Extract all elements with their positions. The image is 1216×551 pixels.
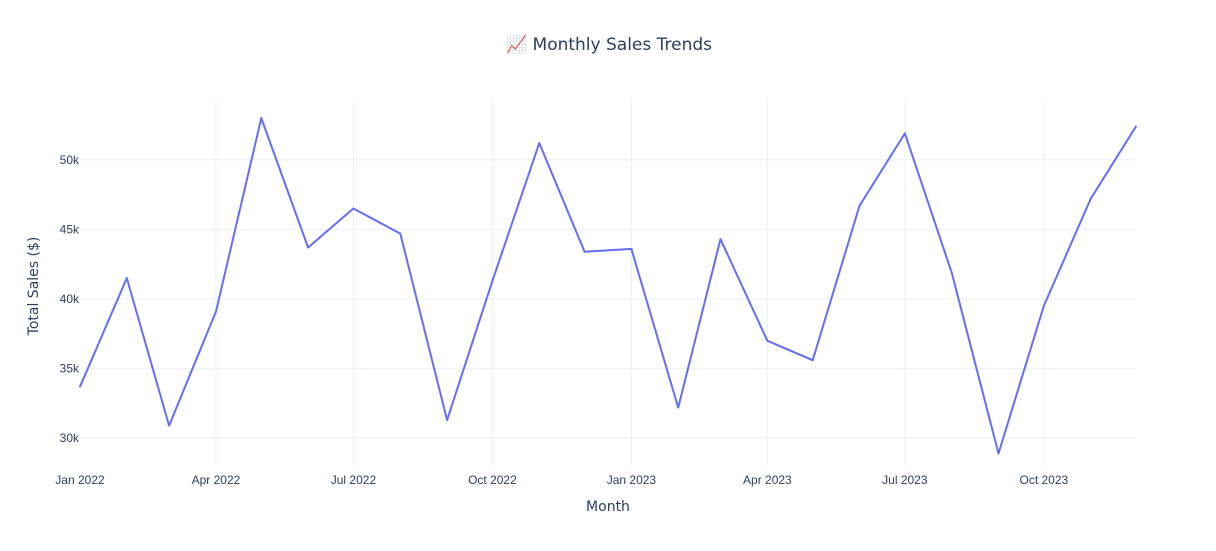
x-tick-label: Jan 2022 — [55, 473, 105, 487]
y-gridlines — [80, 159, 1136, 439]
data-point — [125, 277, 128, 280]
y-axis-title: Total Sales ($) — [26, 237, 42, 337]
data-point — [260, 117, 263, 120]
data-point — [307, 246, 310, 249]
data-point — [446, 419, 449, 422]
y-tick-label: 35k — [60, 362, 80, 376]
y-tick-label: 40k — [60, 292, 80, 306]
x-tick-label: Apr 2022 — [192, 473, 241, 487]
series-layer — [79, 117, 1137, 455]
data-point — [997, 452, 1000, 455]
data-point — [766, 339, 769, 342]
chart-title: 📈 Monthly Sales Trends — [506, 34, 712, 55]
data-point — [858, 204, 861, 207]
data-point — [538, 142, 541, 145]
data-point — [491, 279, 494, 282]
data-point — [1089, 197, 1092, 200]
data-point — [719, 238, 722, 241]
x-tick-label: Jan 2023 — [607, 473, 657, 487]
data-point — [79, 385, 81, 388]
x-tick-labels: Jan 2022 Apr 2022 Jul 2022 Oct 2022 Jan 2023… — [55, 473, 1068, 487]
data-point — [583, 250, 586, 253]
x-tick-label: Jul 2023 — [882, 473, 928, 487]
data-point — [1042, 304, 1045, 307]
data-point — [352, 207, 355, 210]
y-tick-label: 30k — [60, 431, 80, 445]
y-tick-label: 50k — [60, 153, 80, 167]
data-point — [214, 310, 217, 313]
data-point — [811, 359, 814, 362]
x-tick-label: Apr 2023 — [743, 473, 792, 487]
x-tick-label: Jul 2022 — [331, 473, 377, 487]
data-point — [950, 271, 953, 274]
data-point — [1135, 125, 1137, 128]
y-tick-labels: 30k 35k 40k 45k 50k — [60, 153, 80, 445]
x-axis-title: Month — [586, 499, 630, 515]
x-tick-label: Oct 2023 — [1019, 473, 1068, 487]
data-point — [630, 247, 633, 250]
data-point — [399, 232, 402, 235]
data-point — [168, 424, 171, 427]
y-tick-label: 45k — [60, 222, 80, 236]
data-point — [903, 132, 906, 135]
data-point — [677, 406, 680, 409]
x-tick-label: Oct 2022 — [468, 473, 517, 487]
series-line — [79, 117, 1137, 455]
